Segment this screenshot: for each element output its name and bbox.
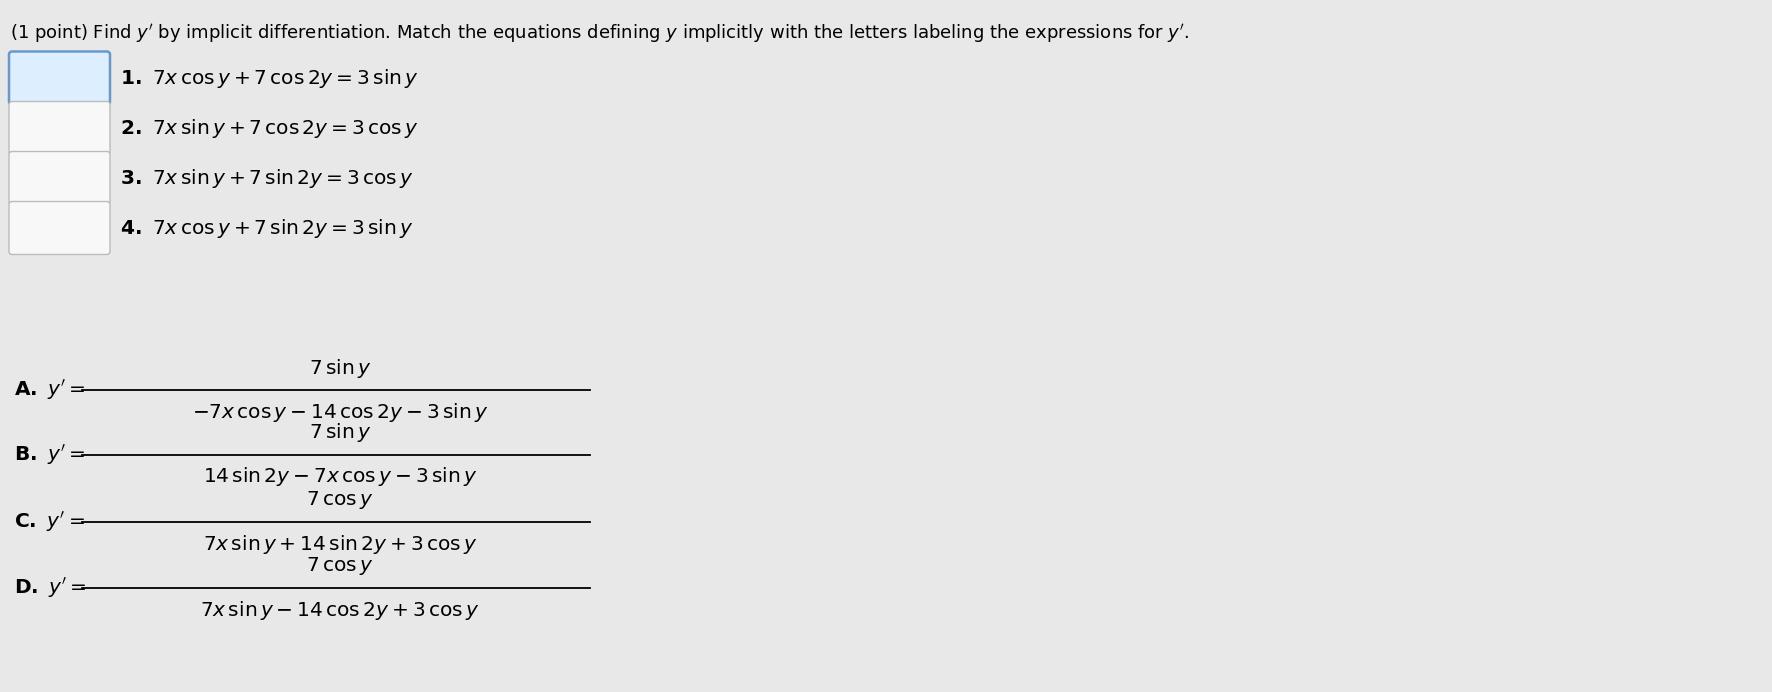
Text: $-7x\,\cos y - 14\,\cos 2y - 3\,\sin y$: $-7x\,\cos y - 14\,\cos 2y - 3\,\sin y$: [191, 401, 487, 424]
Text: $14\,\sin 2y - 7x\,\cos y - 3\,\sin y$: $14\,\sin 2y - 7x\,\cos y - 3\,\sin y$: [202, 466, 477, 489]
Text: $\mathbf{4.}\ 7x\,\cos y + 7\,\sin 2y = 3\,\sin y$: $\mathbf{4.}\ 7x\,\cos y + 7\,\sin 2y = …: [120, 217, 413, 239]
Text: $7\,\cos y$: $7\,\cos y$: [307, 489, 374, 511]
Text: (1 point) Find $y'$ by implicit differentiation. Match the equations defining $y: (1 point) Find $y'$ by implicit differen…: [11, 22, 1189, 45]
Text: $7\,\sin y$: $7\,\sin y$: [308, 356, 370, 379]
FancyBboxPatch shape: [9, 201, 110, 255]
Text: $7\,\sin y$: $7\,\sin y$: [308, 421, 370, 444]
FancyBboxPatch shape: [9, 51, 110, 104]
Text: $\mathbf{2.}\ 7x\,\sin y + 7\,\cos 2y = 3\,\cos y$: $\mathbf{2.}\ 7x\,\sin y + 7\,\cos 2y = …: [120, 116, 418, 140]
Text: $\mathbf{A.}\ y' =$: $\mathbf{A.}\ y' =$: [14, 378, 85, 402]
Text: $7\,\cos y$: $7\,\cos y$: [307, 555, 374, 577]
FancyBboxPatch shape: [9, 102, 110, 154]
Text: $7x\,\sin y - 14\,\cos 2y + 3\,\cos y$: $7x\,\sin y - 14\,\cos 2y + 3\,\cos y$: [200, 599, 480, 621]
Text: $\mathbf{D.}\ y' =$: $\mathbf{D.}\ y' =$: [14, 576, 87, 600]
FancyBboxPatch shape: [9, 152, 110, 205]
Text: $\mathbf{3.}\ 7x\,\sin y + 7\,\sin 2y = 3\,\cos y$: $\mathbf{3.}\ 7x\,\sin y + 7\,\sin 2y = …: [120, 167, 413, 190]
Text: $\mathbf{B.}\ y' =$: $\mathbf{B.}\ y' =$: [14, 443, 85, 467]
Text: $7x\,\sin y + 14\,\sin 2y + 3\,\cos y$: $7x\,\sin y + 14\,\sin 2y + 3\,\cos y$: [202, 533, 477, 556]
Text: $\mathbf{C.}\ y' =$: $\mathbf{C.}\ y' =$: [14, 510, 85, 534]
Text: $\mathbf{1.}\ 7x\,\cos y + 7\,\cos 2y = 3\,\sin y$: $\mathbf{1.}\ 7x\,\cos y + 7\,\cos 2y = …: [120, 66, 418, 89]
